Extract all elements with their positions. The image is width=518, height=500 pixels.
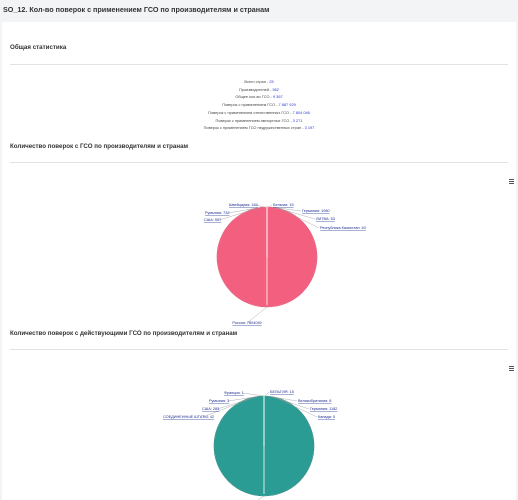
stats-section-title: Общая статистика: [10, 44, 67, 51]
stat-value: 9 367: [272, 94, 283, 100]
stat-value: 7 804 046: [292, 109, 310, 115]
label-connector: [219, 207, 261, 221]
label-connector: [258, 495, 265, 500]
hamburger-menu-icon[interactable]: [509, 366, 514, 371]
title-bar: SO_12. Кол-во поверок с применением ГСО …: [0, 0, 518, 22]
chart2-pie: Россия: 7575794СОЕДИНЕННЫЕ ШТАТЫ: 42США:…: [163, 390, 337, 500]
label-connector: [227, 207, 257, 214]
pie-slice-label[interactable]: БЕЛЬГИЯ: 15: [270, 390, 294, 394]
label-connector: [242, 392, 264, 397]
report-panel: Общая статистика Всего стран - 25 Произво…: [2, 22, 516, 500]
divider: [10, 349, 508, 350]
stat-label: Общее кол-во ГСО -: [235, 94, 273, 100]
stat-value: 7 887 929: [278, 102, 296, 108]
pie-slice-label[interactable]: Великобритания: 8: [298, 399, 331, 403]
label-connector: [268, 204, 273, 208]
stat-line: Поверок с применением импортных ГСО - 3 …: [2, 117, 516, 125]
stat-value: 25: [269, 79, 274, 84]
divider: [10, 64, 508, 65]
label-connector: [255, 204, 265, 208]
stats-list: Всего стран - 25 Производителей - 562 Обще…: [2, 78, 516, 132]
pie-slice-label[interactable]: ЛИТВА: 53: [316, 217, 335, 221]
pie-slice-label[interactable]: Германия: 1080: [302, 209, 330, 213]
stat-value: 562: [272, 86, 279, 92]
label-connector: [202, 396, 256, 418]
pie-slice-label[interactable]: Швейцария: 184: [229, 203, 258, 207]
stat-value: 3 271: [292, 117, 303, 123]
pie-slice-label[interactable]: США: 283: [202, 407, 219, 411]
pie-slice-label[interactable]: Германия: 1182: [310, 407, 337, 411]
pie-slice-label[interactable]: Россия: 7804049: [232, 321, 261, 325]
chart2-title: Количество поверок с действующими ГСО по…: [10, 330, 238, 337]
stat-line: Производителей - 562: [2, 86, 516, 94]
pie-slice-label[interactable]: Республика Казахстан: 40: [320, 226, 366, 230]
page-title: SO_12. Кол-во поверок с применением ГСО …: [3, 5, 270, 14]
label-connector: [277, 207, 316, 220]
hamburger-menu-icon[interactable]: [509, 179, 514, 184]
stat-label: Поверок с применением ГСО недружественны…: [203, 125, 305, 131]
pie-slice-label[interactable]: Канада: 5: [318, 415, 335, 419]
stat-label: Поверок с применением отечественных ГСО …: [208, 109, 293, 115]
stat-line: Поверок с применением ГСО - 7 887 929: [2, 101, 516, 109]
stat-line: Поверок с применением отечественных ГСО …: [2, 109, 516, 117]
pie-slice-label[interactable]: Румыния: 732: [205, 211, 229, 215]
pie-slice-label[interactable]: Бельгия: 15: [273, 203, 294, 207]
chart1-pie: Россия: 7804049 Румыния: 732 США: 557 Швейц…: [204, 203, 366, 325]
stat-line: Общее кол-во ГСО - 9 367: [2, 93, 516, 101]
stat-label: Поверок с применением ГСО -: [222, 102, 279, 108]
divider: [10, 162, 508, 163]
label-connector: [264, 391, 270, 397]
stat-label: Поверок с применением импортных ГСО -: [215, 117, 293, 123]
label-connector: [246, 306, 268, 324]
chart1-title: Количество поверок с ГСО по производител…: [10, 143, 189, 150]
pie-slice-label[interactable]: Румыния: 3: [209, 399, 229, 403]
label-connector: [275, 397, 318, 418]
label-connector: [217, 396, 258, 410]
label-connector: [227, 395, 261, 402]
pie-slice-label[interactable]: Франция: 1: [224, 391, 244, 395]
stat-line: Поверок с применением ГСО недружественны…: [2, 124, 516, 132]
stat-line: Всего стран - 25: [2, 78, 516, 86]
label-connector: [280, 208, 320, 229]
label-connector: [273, 207, 302, 212]
stat-value: 3 197: [304, 125, 315, 131]
pie-slice-label[interactable]: СОЕДИНЕННЫЕ ШТАТЫ: 42: [163, 415, 214, 419]
stat-label: Всего стран -: [244, 79, 270, 84]
stat-label: Производителей -: [239, 86, 273, 92]
pie-slice-label[interactable]: США: 557: [204, 218, 221, 222]
